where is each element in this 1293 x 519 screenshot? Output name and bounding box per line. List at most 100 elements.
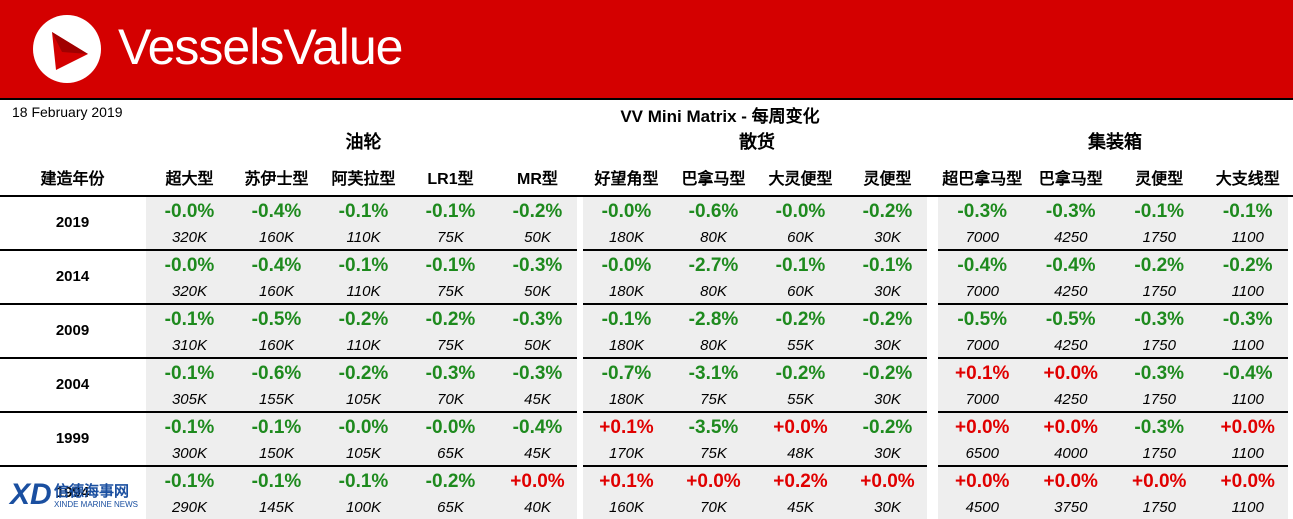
change: +0.0% <box>955 417 1010 438</box>
value: 160K <box>258 337 295 354</box>
change: -0.4% <box>512 417 563 438</box>
value: 1100 <box>1231 445 1264 462</box>
column-header: 好望角型 <box>594 171 659 188</box>
value: 30K <box>874 391 901 408</box>
value: 310K <box>171 337 208 354</box>
value: 75K <box>437 283 464 300</box>
row-rule <box>146 411 577 413</box>
value: 180K <box>608 391 645 408</box>
change: -3.1% <box>688 363 739 384</box>
change: -0.2% <box>862 201 913 222</box>
change: -2.7% <box>688 255 739 276</box>
value: 4250 <box>1054 391 1088 408</box>
value: 80K <box>700 337 727 354</box>
change: -0.1% <box>1134 201 1185 222</box>
value: 40K <box>524 499 551 516</box>
row-rule <box>146 357 577 359</box>
change: -0.1% <box>425 255 476 276</box>
value: 1750 <box>1142 283 1176 300</box>
row-rule <box>146 303 577 305</box>
value: 155K <box>258 391 295 408</box>
change: -0.0% <box>775 201 826 222</box>
row-background <box>938 251 1288 303</box>
change: +0.0% <box>955 471 1010 492</box>
value: 65K <box>437 445 464 462</box>
row-rule <box>583 249 927 251</box>
value: 1100 <box>1231 499 1264 516</box>
watermark-name: 信德海事网 <box>54 483 130 500</box>
change: -0.0% <box>601 201 652 222</box>
value: 110K <box>346 229 381 246</box>
value: 75K <box>437 229 464 246</box>
watermark-sub: XINDE MARINE NEWS <box>54 500 139 509</box>
row-rule <box>0 465 146 467</box>
value: 3750 <box>1054 499 1088 516</box>
value: 1750 <box>1142 445 1176 462</box>
value: 1100 <box>1231 283 1264 300</box>
rule <box>0 195 1293 197</box>
value: 180K <box>608 337 645 354</box>
value: 45K <box>524 391 551 408</box>
change: -0.1% <box>601 309 652 330</box>
change: -0.6% <box>251 363 302 384</box>
value: 300K <box>171 445 208 462</box>
row-rule <box>938 411 1288 413</box>
value: 1750 <box>1142 499 1176 516</box>
value: 30K <box>874 445 901 462</box>
value: 45K <box>524 445 551 462</box>
value: 1750 <box>1142 337 1176 354</box>
row-rule <box>583 357 927 359</box>
change: -0.1% <box>775 255 826 276</box>
value: 1750 <box>1142 229 1176 246</box>
year: 2014 <box>55 268 90 285</box>
change: -0.2% <box>425 309 476 330</box>
value: 50K <box>524 283 551 300</box>
row-rule <box>938 357 1288 359</box>
column-header: 灵便型 <box>1135 171 1184 188</box>
change: +0.1% <box>599 471 654 492</box>
column-header: 巴拿马型 <box>681 171 746 188</box>
value: 70K <box>437 391 464 408</box>
change: -0.1% <box>164 417 215 438</box>
value: 70K <box>700 499 727 516</box>
change: +0.0% <box>1220 417 1275 438</box>
group-header: 油轮 <box>345 132 382 152</box>
value: 105K <box>345 391 382 408</box>
row-rule <box>583 303 927 305</box>
change: -0.0% <box>164 201 215 222</box>
change: -0.1% <box>338 471 389 492</box>
change: -0.1% <box>164 309 215 330</box>
change: -0.2% <box>338 363 389 384</box>
change: -0.4% <box>251 201 302 222</box>
value: 4250 <box>1054 337 1088 354</box>
change: -0.4% <box>957 255 1008 276</box>
value: 4000 <box>1054 445 1088 462</box>
year: 1994 <box>55 484 90 501</box>
column-header: 灵便型 <box>863 171 912 188</box>
row-background <box>938 413 1288 465</box>
change: -0.3% <box>957 201 1008 222</box>
value: 145K <box>258 499 295 516</box>
year: 2019 <box>55 214 90 231</box>
value: 45K <box>787 499 814 516</box>
row-rule <box>0 249 146 251</box>
brand: VesselsValue <box>118 19 403 75</box>
value: 80K <box>700 283 727 300</box>
row-background <box>146 359 577 411</box>
year: 2009 <box>55 322 90 339</box>
value: 1750 <box>1142 391 1176 408</box>
row-rule <box>146 465 577 467</box>
change: -0.2% <box>512 201 563 222</box>
change: -0.2% <box>775 309 826 330</box>
row-background <box>583 251 927 303</box>
change: -0.4% <box>1045 255 1096 276</box>
row-rule <box>583 411 927 413</box>
change: -0.1% <box>251 417 302 438</box>
value: 7000 <box>965 337 999 354</box>
change: -2.8% <box>688 309 739 330</box>
value: 4250 <box>1054 229 1088 246</box>
change: -0.3% <box>1134 363 1185 384</box>
value: 48K <box>787 445 814 462</box>
change: +0.0% <box>1043 363 1098 384</box>
change: -0.1% <box>338 201 389 222</box>
